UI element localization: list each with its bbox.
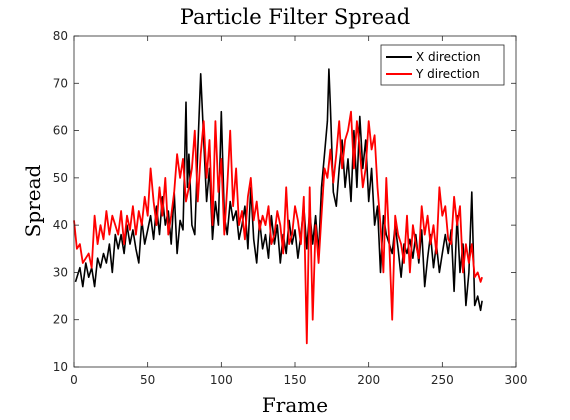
series-line-x-direction bbox=[74, 68, 483, 312]
series-line-y-direction bbox=[73, 110, 483, 345]
y-axis-ticks: 10 20 30 40 50 60 70 80 bbox=[53, 29, 516, 374]
x-axis-title: Frame bbox=[262, 393, 328, 417]
y-tick-label: 30 bbox=[53, 265, 68, 279]
x-tick-label: 300 bbox=[505, 373, 528, 387]
x-tick-label: 250 bbox=[431, 373, 454, 387]
legend: X direction Y direction bbox=[380, 44, 505, 86]
x-tick-label: 150 bbox=[284, 373, 307, 387]
y-tick-label: 60 bbox=[53, 124, 68, 138]
legend-label-x-direction: X direction bbox=[416, 50, 481, 64]
y-tick-label: 50 bbox=[53, 171, 68, 185]
series-layer bbox=[73, 68, 483, 345]
y-tick-label: 40 bbox=[53, 218, 68, 232]
legend-box bbox=[380, 44, 505, 86]
x-tick-label: 50 bbox=[140, 373, 155, 387]
y-axis-title: Spread bbox=[21, 164, 45, 237]
x-tick-label: 0 bbox=[70, 373, 78, 387]
x-tick-label: 100 bbox=[210, 373, 233, 387]
y-tick-label: 70 bbox=[53, 76, 68, 90]
x-axis-ticks: 0 50 100 150 200 250 300 bbox=[70, 36, 527, 387]
y-tick-label: 10 bbox=[53, 360, 68, 374]
y-tick-label: 20 bbox=[53, 313, 68, 327]
x-tick-label: 200 bbox=[357, 373, 380, 387]
y-tick-label: 80 bbox=[53, 29, 68, 43]
legend-label-y-direction: Y direction bbox=[415, 67, 480, 81]
chart-title: Particle Filter Spread bbox=[180, 5, 410, 29]
